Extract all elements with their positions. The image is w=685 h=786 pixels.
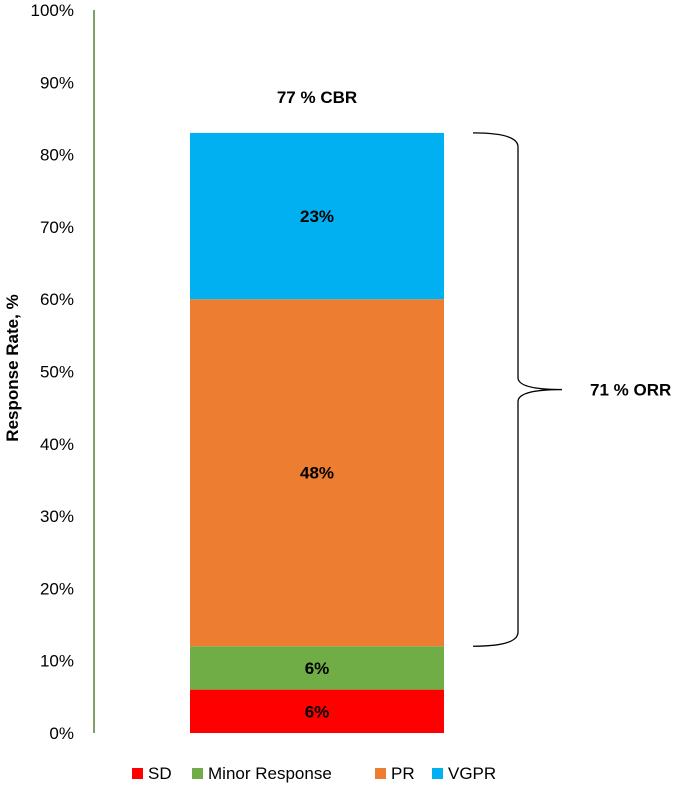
y-tick-label: 90% bbox=[40, 73, 74, 92]
segment-data-labels: 6% 6% 48% 23% bbox=[300, 207, 334, 721]
data-label-pr: 48% bbox=[300, 464, 334, 483]
bar-segment-sd bbox=[190, 689, 444, 733]
y-tick-label: 30% bbox=[40, 507, 74, 526]
legend-swatch-pr bbox=[375, 768, 386, 779]
legend: SD Minor Response PR VGPR bbox=[132, 764, 496, 783]
bar-segment-minor-response bbox=[190, 646, 444, 690]
legend-label-sd: SD bbox=[148, 764, 172, 783]
data-label-sd: 6% bbox=[305, 702, 330, 721]
bar-segment-pr bbox=[190, 299, 444, 647]
data-label-vgpr: 23% bbox=[300, 207, 334, 226]
legend-label-pr: PR bbox=[391, 764, 415, 783]
orr-brace bbox=[472, 132, 563, 647]
legend-label-minor-response: Minor Response bbox=[208, 764, 332, 783]
y-tick-label: 50% bbox=[40, 363, 74, 382]
legend-swatch-sd bbox=[132, 768, 143, 779]
y-tick-labels: 0% 10% 20% 30% 40% 50% 60% 70% 80% 90% 100% bbox=[31, 1, 74, 743]
bar-segment-vgpr bbox=[190, 132, 444, 300]
cbr-annotation: 77 % CBR bbox=[277, 88, 357, 107]
stacked-bar bbox=[190, 132, 444, 733]
y-tick-label: 0% bbox=[49, 724, 74, 743]
y-tick-label: 20% bbox=[40, 579, 74, 598]
data-label-minor-response: 6% bbox=[305, 659, 330, 678]
y-tick-label: 70% bbox=[40, 218, 74, 237]
legend-swatch-vgpr bbox=[432, 768, 443, 779]
y-axis-label: Response Rate, % bbox=[3, 294, 22, 441]
y-tick-label: 60% bbox=[40, 290, 74, 309]
legend-swatch-minor-response bbox=[192, 768, 203, 779]
legend-label-vgpr: VGPR bbox=[448, 764, 496, 783]
y-tick-label: 40% bbox=[40, 435, 74, 454]
y-tick-label: 100% bbox=[31, 1, 74, 20]
y-tick-label: 80% bbox=[40, 146, 74, 165]
y-tick-label: 10% bbox=[40, 652, 74, 671]
orr-annotation: 71 % ORR bbox=[590, 381, 671, 400]
